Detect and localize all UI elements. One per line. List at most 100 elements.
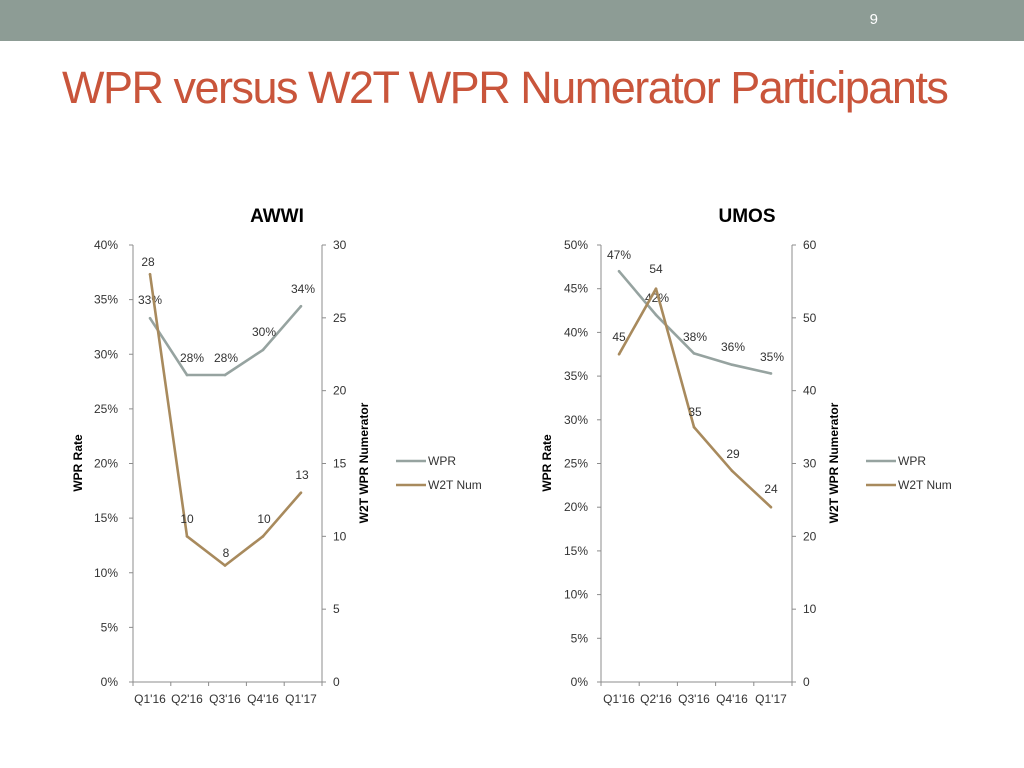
data-point (148, 316, 152, 320)
data-label: 28 (141, 255, 155, 269)
data-point (769, 505, 773, 509)
x-tick-label: Q1'16 (134, 692, 166, 706)
left-tick-label: 25% (94, 402, 118, 416)
data-label: 29 (726, 447, 740, 461)
data-label: 28% (180, 351, 204, 365)
data-label: 33% (138, 293, 162, 307)
left-tick-label: 5% (101, 620, 119, 634)
data-label: 45 (612, 330, 626, 344)
x-tick-label: Q2'16 (640, 692, 672, 706)
data-label: 36% (721, 340, 745, 354)
chart-title-awwi: AWWI (250, 206, 304, 227)
data-point (223, 373, 227, 377)
data-point (299, 491, 303, 494)
right-tick-label: 40 (803, 384, 817, 398)
right-tick-label: 5 (333, 602, 340, 616)
data-point (185, 373, 189, 377)
right-tick-label: 30 (803, 457, 817, 471)
series-line-w2t-num (617, 287, 772, 509)
left-tick-label: 30% (564, 413, 588, 427)
right-tick-label: 15 (333, 457, 347, 471)
right-tick-label: 20 (333, 384, 347, 398)
x-tick-label: Q1'16 (603, 692, 635, 706)
y-right-axis-label: W2T WPR Numerator (827, 402, 841, 523)
data-label: 42% (645, 291, 669, 305)
data-label: 13 (295, 468, 309, 482)
right-tick-label: 20 (803, 529, 817, 543)
left-tick-label: 40% (564, 325, 588, 339)
data-label: 47% (607, 248, 631, 262)
data-point (730, 469, 734, 473)
data-label: 54 (649, 262, 663, 276)
header-bar: 9 (0, 0, 1024, 41)
right-tick-label: 10 (803, 602, 817, 616)
data-point (617, 269, 621, 273)
x-tick-label: Q4'16 (247, 692, 279, 706)
left-tick-label: 35% (94, 293, 118, 307)
data-point (148, 272, 152, 276)
y-right-axis-label: W2T WPR Numerator (357, 402, 371, 523)
left-tick-label: 10% (94, 566, 118, 580)
data-label: 35 (688, 405, 702, 419)
data-point (692, 425, 696, 429)
data-point (654, 313, 658, 317)
legend-label: WPR (898, 454, 926, 468)
left-tick-label: 30% (94, 347, 118, 361)
data-point (617, 352, 621, 356)
x-tick-label: Q3'16 (678, 692, 710, 706)
left-tick-label: 15% (564, 544, 588, 558)
left-tick-label: 40% (94, 238, 118, 252)
x-tick-label: Q1'17 (755, 692, 787, 706)
data-point (692, 352, 696, 355)
series-line-w2t-num (148, 273, 302, 567)
x-tick-label: Q1'17 (285, 692, 317, 706)
left-tick-label: 20% (564, 500, 588, 514)
data-label: 30% (252, 325, 276, 339)
legend-label: W2T Num (898, 478, 952, 492)
series-line-wpr (618, 270, 772, 375)
right-tick-label: 25 (333, 311, 347, 325)
data-point (299, 304, 303, 308)
left-tick-label: 15% (94, 511, 118, 525)
data-label: 10 (180, 512, 194, 526)
slide-title: WPR versus W2T WPR Numerator Participant… (62, 62, 949, 113)
left-tick-label: 45% (564, 282, 588, 296)
data-point (185, 535, 189, 538)
left-tick-label: 10% (564, 588, 588, 602)
data-point (730, 363, 734, 367)
slide-number: 9 (869, 11, 878, 28)
left-tick-label: 25% (564, 457, 588, 471)
data-point (769, 372, 773, 375)
left-tick-label: 35% (564, 369, 588, 383)
y-left-axis-label: WPR Rate (71, 434, 85, 492)
x-tick-label: Q2'16 (171, 692, 203, 706)
data-point (261, 348, 265, 352)
data-label: 28% (214, 351, 238, 365)
right-tick-label: 60 (803, 238, 817, 252)
data-point (223, 564, 227, 567)
right-tick-label: 10 (333, 529, 347, 543)
right-tick-label: 0 (803, 675, 810, 689)
right-tick-label: 50 (803, 311, 817, 325)
y-left-axis-label: WPR Rate (540, 434, 554, 492)
x-tick-label: Q4'16 (716, 692, 748, 706)
data-label: 38% (683, 330, 707, 344)
left-tick-label: 20% (94, 457, 118, 471)
data-label: 10 (257, 512, 271, 526)
data-point (654, 287, 658, 291)
right-tick-label: 0 (333, 675, 340, 689)
x-tick-label: Q3'16 (209, 692, 241, 706)
left-tick-label: 0% (101, 675, 119, 689)
data-label: 24 (764, 482, 778, 496)
data-label: 34% (291, 282, 315, 296)
data-label: 8 (223, 546, 230, 560)
legend-label: WPR (428, 454, 456, 468)
chart-title-umos: UMOS (719, 206, 776, 227)
left-tick-label: 50% (564, 238, 588, 252)
left-tick-label: 0% (571, 675, 589, 689)
data-point (261, 535, 265, 538)
left-tick-label: 5% (571, 631, 589, 645)
legend-label: W2T Num (428, 478, 482, 492)
data-label: 35% (760, 350, 784, 364)
